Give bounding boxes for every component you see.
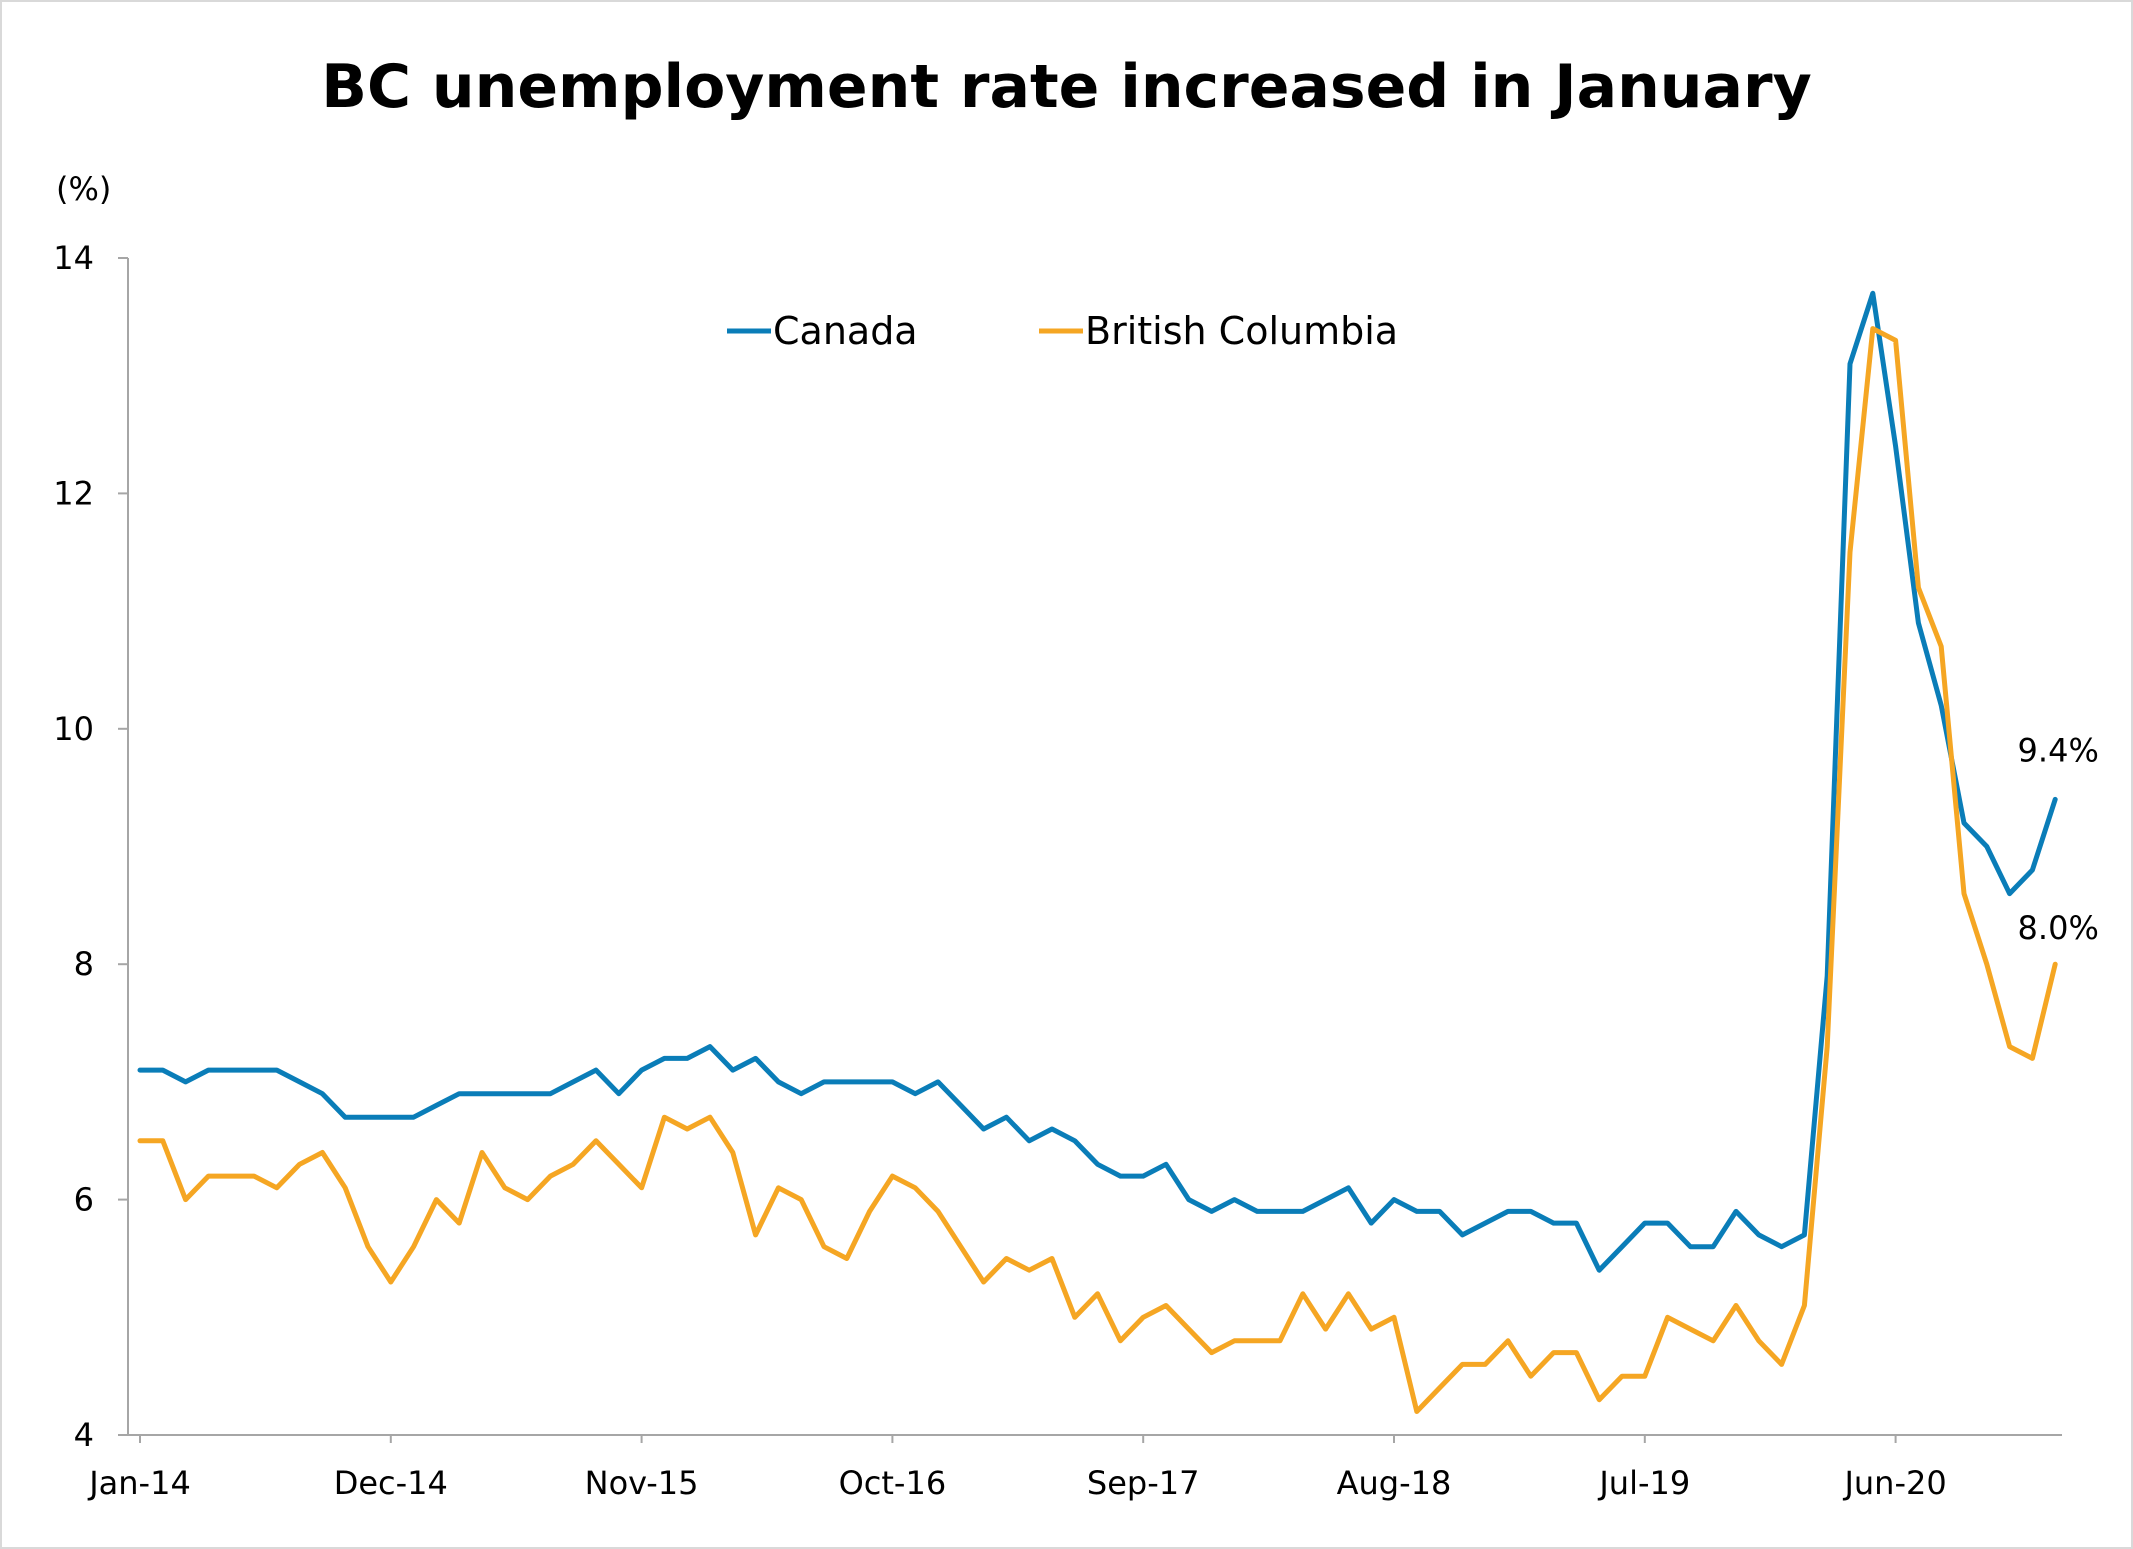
series-british-columbia bbox=[137, 326, 2058, 1414]
legend-label: British Columbia bbox=[1085, 309, 1398, 353]
x-tick-label: Nov-15 bbox=[585, 1464, 699, 1502]
end-label-british-columbia: 8.0% bbox=[2018, 909, 2099, 947]
x-tick-label: Oct-16 bbox=[839, 1464, 947, 1502]
legend-item: British Columbia bbox=[1039, 309, 1398, 353]
x-tick-label: Jul-19 bbox=[1597, 1464, 1690, 1502]
x-tick-label: Jan-14 bbox=[87, 1464, 191, 1502]
end-label-canada: 9.4% bbox=[2018, 731, 2099, 769]
y-tick-label: 8 bbox=[74, 945, 94, 983]
series-line bbox=[137, 326, 2058, 1414]
y-tick-label: 10 bbox=[53, 710, 94, 748]
x-tick-label: Dec-14 bbox=[334, 1464, 448, 1502]
x-tick-label: Jun-20 bbox=[1842, 1464, 1946, 1502]
y-tick-label: 6 bbox=[74, 1181, 94, 1219]
legend-label: Canada bbox=[773, 309, 918, 353]
legend-item: Canada bbox=[727, 309, 918, 353]
series-layer bbox=[137, 290, 2058, 1414]
y-tick-label: 12 bbox=[53, 474, 94, 512]
x-tick-label: Sep-17 bbox=[1087, 1464, 1200, 1502]
x-tick-label: Aug-18 bbox=[1337, 1464, 1452, 1502]
end-labels: 9.4% 8.0% bbox=[2018, 731, 2099, 947]
axes: 4 6 8 10 12 14 Jan-14 Dec-14 Nov-15 Oct-16 Sep-17 A… bbox=[53, 239, 2062, 1502]
series-canada bbox=[137, 290, 2058, 1273]
y-tick-label: 4 bbox=[74, 1416, 94, 1454]
legend: Canada British Columbia bbox=[727, 309, 1398, 353]
series-line bbox=[137, 290, 2058, 1273]
y-axis-unit-label: (%) bbox=[56, 170, 112, 208]
chart-title: BC unemployment rate increased in Januar… bbox=[321, 52, 1812, 122]
y-tick-label: 14 bbox=[53, 239, 94, 277]
